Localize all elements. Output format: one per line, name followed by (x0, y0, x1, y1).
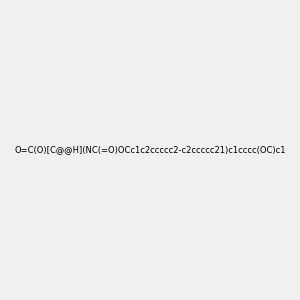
Text: O=C(O)[C@@H](NC(=O)OCc1c2ccccc2-c2ccccc21)c1cccc(OC)c1: O=C(O)[C@@H](NC(=O)OCc1c2ccccc2-c2ccccc2… (14, 146, 286, 154)
